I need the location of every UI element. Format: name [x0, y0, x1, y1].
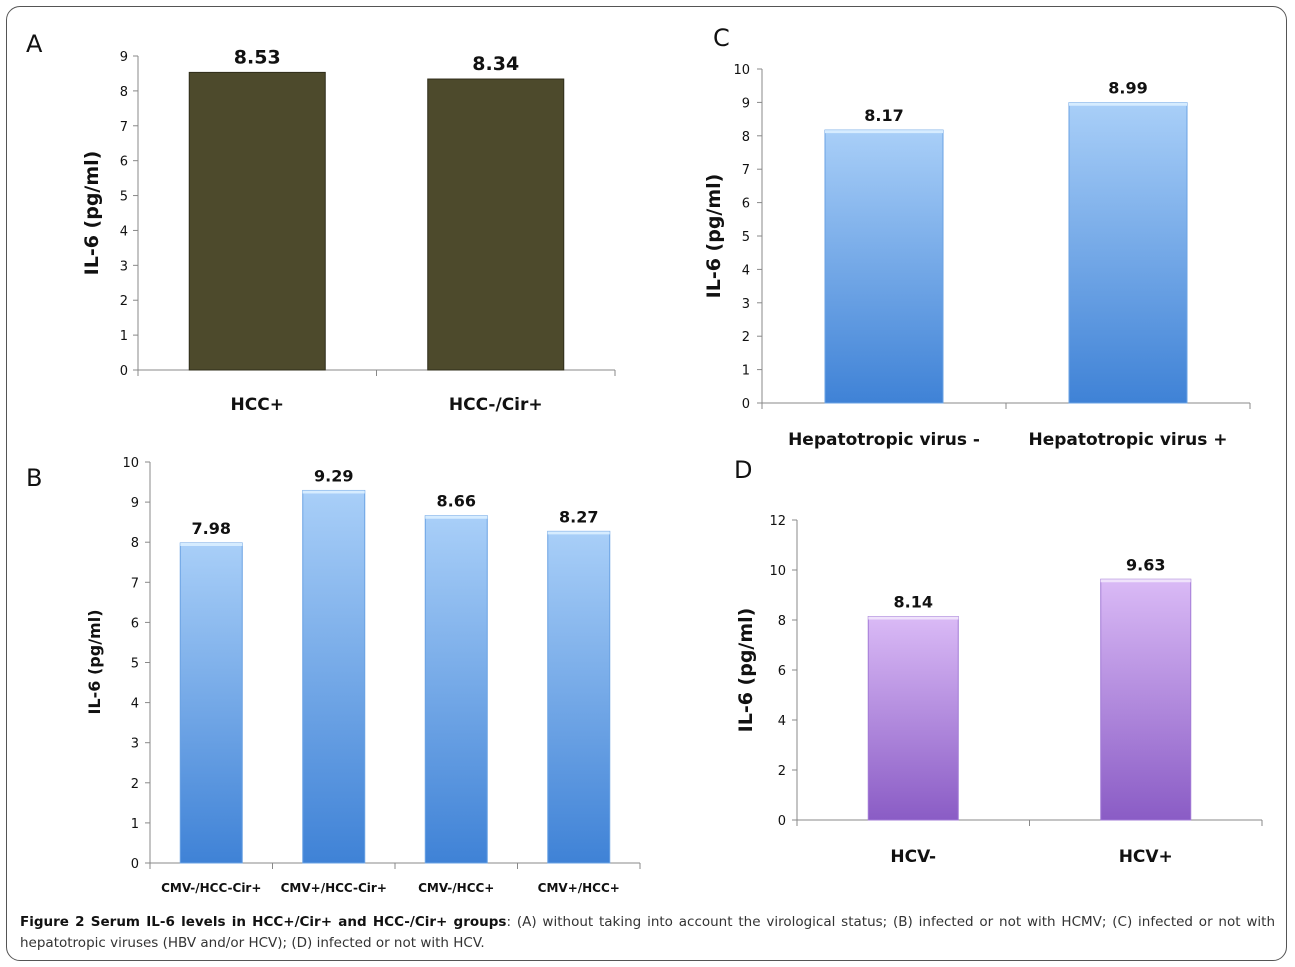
y-tick-label: 4	[120, 224, 128, 239]
bar	[824, 129, 944, 404]
y-tick-label: 3	[131, 737, 139, 752]
bar	[547, 530, 611, 864]
y-tick-label: 12	[769, 514, 786, 529]
y-axis-label: IL-6 (pg/ml)	[735, 608, 757, 733]
bar	[179, 542, 243, 864]
y-tick-label: 10	[769, 564, 786, 579]
y-axis-label: IL-6 (pg/ml)	[81, 151, 103, 276]
data-label: 8.17	[864, 106, 903, 125]
bar-cap	[1100, 579, 1191, 583]
y-tick-label: 10	[122, 456, 139, 471]
bar-cap	[1069, 102, 1187, 106]
bar	[867, 616, 959, 821]
y-tick-label: 6	[742, 197, 750, 212]
y-tick-label: 7	[131, 576, 139, 591]
data-label: 8.66	[437, 492, 476, 511]
y-tick-label: 3	[742, 297, 750, 312]
panel-letter: C	[713, 24, 730, 52]
panel-letter: B	[26, 464, 42, 492]
chart-panel-c: C 0 1 2 3 4 5 6 7 8 9 10 IL-6 (pg/ml) 8.17 Hepatotropi…	[703, 24, 1251, 450]
x-tick-label: HCV-	[890, 847, 936, 867]
y-tick-label: 1	[120, 329, 128, 344]
bar-cap	[425, 515, 488, 519]
data-label: 8.34	[472, 53, 519, 75]
y-tick-label: 6	[131, 616, 139, 631]
panel-letter: D	[734, 456, 752, 484]
data-label: 8.53	[234, 46, 281, 68]
data-label: 8.99	[1108, 79, 1147, 98]
y-tick-label: 8	[778, 614, 786, 629]
bar	[302, 489, 366, 864]
x-tick-label: HCC-/Cir+	[449, 395, 543, 415]
y-tick-label: 9	[120, 50, 128, 65]
data-label: 8.14	[894, 593, 933, 612]
y-tick-label: 5	[120, 190, 128, 205]
y-tick-label: 1	[131, 817, 139, 832]
bar-cap	[547, 531, 610, 535]
figure-caption: Figure 2 Serum IL-6 levels in HCC+/Cir+ …	[20, 912, 1275, 954]
x-tick-label: HCV+	[1119, 847, 1173, 867]
y-tick-label: 0	[131, 857, 139, 872]
caption-bold: Figure 2 Serum IL-6 levels in HCC+/Cir+ …	[20, 914, 507, 930]
bar-cap	[302, 490, 365, 494]
y-tick-label: 4	[131, 697, 139, 712]
y-tick-label: 10	[733, 63, 750, 78]
bar	[1068, 102, 1188, 404]
y-tick-label: 0	[120, 364, 128, 379]
y-tick-label: 8	[131, 536, 139, 551]
panel-letter: A	[26, 30, 43, 58]
data-label: 8.27	[559, 507, 598, 526]
y-axis-label: IL-6 (pg/ml)	[85, 609, 104, 714]
y-tick-label: 2	[742, 330, 750, 345]
y-tick-label: 0	[742, 397, 750, 412]
y-tick-label: 4	[742, 263, 750, 278]
y-tick-label: 2	[778, 764, 786, 779]
data-label: 7.98	[192, 519, 231, 538]
x-tick-label: Hepatotropic virus +	[1028, 430, 1227, 450]
y-tick-label: 9	[742, 96, 750, 111]
y-tick-label: 7	[742, 163, 750, 178]
caption-text: : (A) without taking into account the vi…	[20, 914, 1276, 951]
bar	[427, 78, 565, 371]
x-tick-label: CMV-/HCC-Cir+	[161, 881, 261, 895]
figure-frame	[6, 6, 1287, 961]
bar	[424, 515, 488, 864]
y-tick-label: 1	[742, 364, 750, 379]
y-tick-label: 5	[131, 657, 139, 672]
data-label: 9.29	[314, 466, 353, 485]
bar-cap	[868, 616, 959, 620]
y-tick-label: 3	[120, 259, 128, 274]
chart-panel-a: A 0 1 2 3 4 5 6 7 8 9 IL-6 (pg/ml) 8.53 HCC+ 8.34 HCC-/…	[26, 30, 616, 415]
y-tick-label: 8	[742, 130, 750, 145]
x-tick-label: CMV+/HCC-Cir+	[281, 881, 387, 895]
bar-cap	[825, 130, 943, 134]
data-label: 9.63	[1126, 555, 1165, 574]
x-tick-label: CMV-/HCC+	[418, 881, 494, 895]
bar	[188, 71, 326, 371]
x-tick-label: CMV+/HCC+	[538, 881, 620, 895]
x-tick-label: Hepatotropic virus -	[788, 430, 980, 450]
bar	[1100, 578, 1192, 821]
x-tick-label: HCC+	[231, 395, 284, 415]
y-tick-label: 0	[778, 814, 786, 829]
y-tick-label: 4	[778, 714, 786, 729]
y-tick-label: 6	[120, 155, 128, 170]
y-tick-label: 6	[778, 664, 786, 679]
y-tick-label: 9	[131, 496, 139, 511]
y-tick-label: 2	[120, 294, 128, 309]
y-tick-label: 7	[120, 120, 128, 135]
bar-cap	[180, 543, 243, 547]
chart-panel-d: D 0 2 4 6 8 10 12 IL-6 (pg/ml) 8.14 HCV- 9.63 HCV+	[734, 456, 1263, 867]
y-tick-label: 2	[131, 777, 139, 792]
y-axis-label: IL-6 (pg/ml)	[703, 174, 725, 299]
y-tick-label: 8	[120, 85, 128, 100]
chart-panel-b: B 0 1 2 3 4 5 6 7 8 9 10 IL-6 (pg/ml) 7.98 CMV-/HCC-Ci…	[26, 456, 641, 895]
y-tick-label: 5	[742, 230, 750, 245]
